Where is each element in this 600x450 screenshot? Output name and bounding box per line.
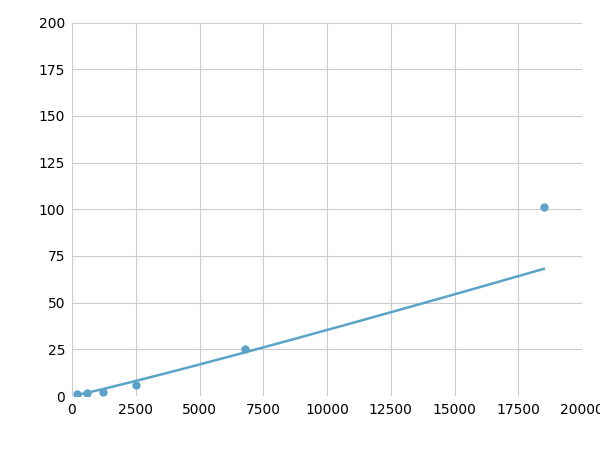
Point (539, 204, 548, 211)
Point (98, 389, 107, 396)
Point (131, 381, 140, 388)
Point (72, 391, 82, 398)
Point (83, 390, 92, 397)
Point (241, 346, 250, 353)
